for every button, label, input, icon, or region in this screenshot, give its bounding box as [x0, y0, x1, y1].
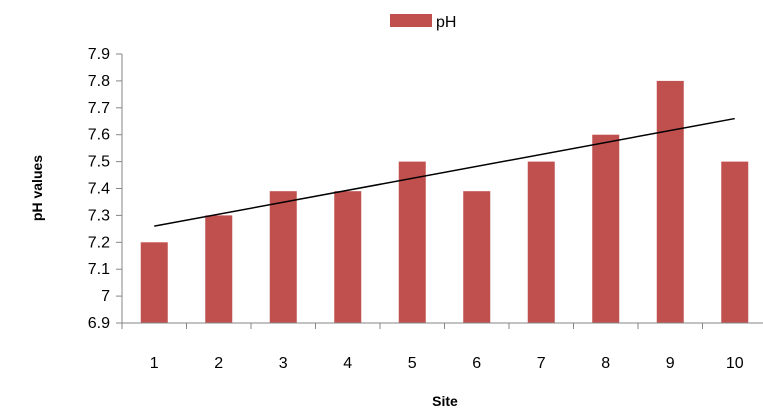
y-tick-label: 7.8	[88, 73, 110, 90]
x-tick-label: 5	[408, 355, 417, 372]
x-tick-label: 2	[214, 355, 223, 372]
bar-site-4	[334, 191, 362, 323]
y-tick-label: 7.5	[88, 154, 110, 171]
y-tick-label: 7.3	[88, 207, 110, 224]
bar-site-5	[398, 161, 426, 323]
y-tick-label: 7.1	[88, 261, 110, 278]
y-axis-ticks: 6.9 7 7.1 7.2 7.3 7.4 7.5 7.6 7.7 7.8 7.9	[88, 46, 122, 332]
x-tick-label: 4	[343, 355, 352, 372]
y-axis-title: pH values	[29, 155, 45, 221]
y-tick-label: 7.9	[88, 46, 110, 63]
y-tick-label: 7.2	[88, 234, 110, 251]
x-tick-label: 10	[726, 355, 744, 372]
legend: pH	[390, 14, 456, 31]
y-tick-label: 7	[101, 288, 110, 305]
bar-site-7	[527, 161, 555, 323]
bar-site-8	[592, 134, 620, 323]
bar-site-10	[721, 161, 749, 323]
x-tick-label: 9	[666, 355, 675, 372]
y-tick-label: 7.6	[88, 127, 110, 144]
legend-swatch-ph	[390, 14, 432, 27]
x-tick-label: 8	[601, 355, 610, 372]
y-tick-label: 7.4	[88, 181, 110, 198]
bar-site-6	[463, 191, 491, 323]
x-axis-ticks: 1 2 3 4 5 6 7 8 9 10	[121, 323, 744, 372]
trendline	[154, 117, 735, 227]
x-tick-label: 6	[472, 355, 481, 372]
x-tick-label: 3	[279, 355, 288, 372]
bars	[140, 80, 749, 324]
bar-site-2	[205, 215, 233, 323]
x-axis-title: Site	[432, 393, 458, 409]
legend-label-ph: pH	[436, 14, 456, 31]
bar-site-9	[656, 80, 684, 324]
bar-site-1	[140, 242, 168, 323]
x-tick-label: 1	[150, 355, 159, 372]
bar-site-3	[269, 191, 297, 323]
y-tick-label: 7.7	[88, 100, 110, 117]
y-tick-label: 6.9	[88, 315, 110, 332]
x-tick-label: 7	[537, 355, 546, 372]
